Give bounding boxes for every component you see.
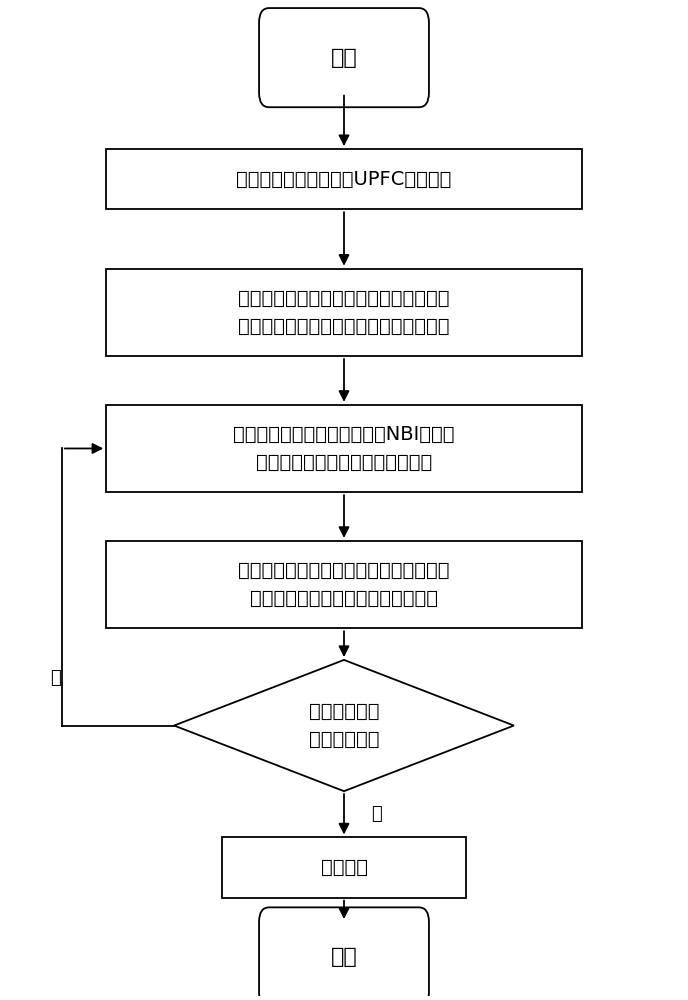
FancyBboxPatch shape — [106, 405, 582, 492]
FancyBboxPatch shape — [259, 8, 429, 107]
Text: 开始: 开始 — [331, 48, 357, 68]
FancyBboxPatch shape — [222, 837, 466, 898]
FancyBboxPatch shape — [259, 907, 429, 1000]
Text: 否: 否 — [50, 669, 61, 687]
Text: 在乌托邦线上均匀取点，利用NBI发法将
多目标优化模型转化为单目标优化: 在乌托邦线上均匀取点，利用NBI发法将 多目标优化模型转化为单目标优化 — [233, 425, 455, 472]
Text: 输出结果: 输出结果 — [321, 858, 367, 877]
FancyBboxPatch shape — [106, 269, 582, 356]
Text: 是: 是 — [372, 805, 382, 823]
Text: 结束: 结束 — [331, 947, 357, 967]
FancyBboxPatch shape — [106, 541, 582, 628]
Text: 取遗乌托邦线
上的所有点？: 取遗乌托邦线 上的所有点？ — [309, 702, 379, 749]
FancyBboxPatch shape — [106, 149, 582, 209]
Text: 输入系统、风电场以及UPFC初始数据: 输入系统、风电场以及UPFC初始数据 — [236, 170, 452, 189]
Polygon shape — [174, 660, 514, 791]
Text: 利用原对偶内点法求单目标优化的最优解
并对目标函数进行规范化，求得乌托邦线: 利用原对偶内点法求单目标优化的最优解 并对目标函数进行规范化，求得乌托邦线 — [238, 289, 450, 336]
Text: 利用原对偶内点法求解多场景多时段的确
定性规划，得到控制量和目标函数値: 利用原对偶内点法求解多场景多时段的确 定性规划，得到控制量和目标函数値 — [238, 561, 450, 608]
